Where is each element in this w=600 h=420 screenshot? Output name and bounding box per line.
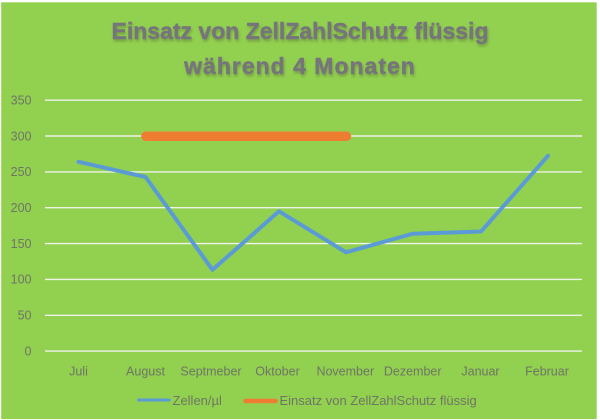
svg-text:Septmeber: Septmeber xyxy=(180,364,241,378)
svg-text:Juli: Juli xyxy=(69,364,88,378)
svg-text:Einsatz von ZellZahlSchutz flü: Einsatz von ZellZahlSchutz flüssig xyxy=(112,18,489,44)
svg-text:100: 100 xyxy=(11,273,32,287)
svg-text:0: 0 xyxy=(25,344,32,358)
svg-text:Oktober: Oktober xyxy=(255,364,299,378)
svg-text:Januar: Januar xyxy=(461,364,499,378)
svg-text:350: 350 xyxy=(11,94,32,108)
svg-text:Dezember: Dezember xyxy=(384,364,442,378)
svg-text:Februar: Februar xyxy=(525,364,569,378)
svg-text:250: 250 xyxy=(11,165,32,179)
svg-text:Einsatz von ZellZahlSchutz flü: Einsatz von ZellZahlSchutz flüssig xyxy=(280,393,477,408)
svg-text:150: 150 xyxy=(11,237,32,251)
svg-text:300: 300 xyxy=(11,129,32,143)
svg-text:August: August xyxy=(126,364,165,378)
svg-text:50: 50 xyxy=(18,309,32,323)
svg-text:November: November xyxy=(316,364,374,378)
svg-text:200: 200 xyxy=(11,201,32,215)
svg-text:während 4 Monaten: während 4 Monaten xyxy=(183,53,416,79)
svg-text:Zellen/µl: Zellen/µl xyxy=(173,393,223,408)
